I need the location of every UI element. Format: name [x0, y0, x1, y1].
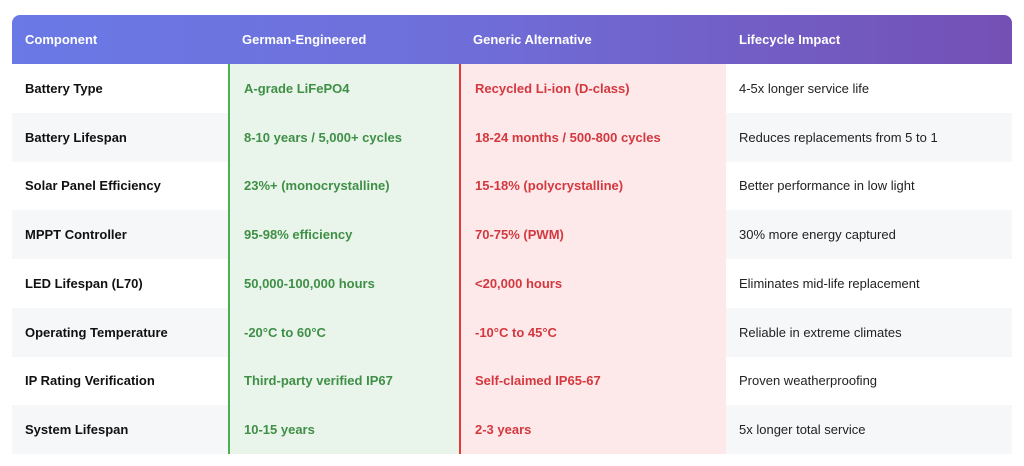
- cell-generic-alternative: -10°C to 45°C: [459, 307, 726, 357]
- cell-lifecycle-impact: 4-5x longer service life: [726, 64, 1012, 113]
- cell-german-engineered: 23%+ (monocrystalline): [228, 161, 460, 211]
- table-header: Component German-Engineered Generic Alte…: [12, 15, 1012, 64]
- cell-component: Battery Type: [12, 64, 229, 113]
- cell-component: System Lifespan: [12, 405, 229, 454]
- cell-german-engineered: 50,000-100,000 hours: [228, 259, 460, 308]
- cell-generic-alternative: 18-24 months / 500-800 cycles: [459, 112, 726, 162]
- table-body: Battery Type A-grade LiFePO4 Recycled Li-i…: [12, 64, 1012, 454]
- cell-component: Solar Panel Efficiency: [12, 161, 229, 211]
- cell-german-engineered: Third-party verified IP67: [228, 356, 460, 406]
- table-row: Battery Type A-grade LiFePO4 Recycled Li-i…: [12, 64, 1012, 113]
- cell-generic-alternative: 15-18% (polycrystalline): [459, 161, 726, 211]
- table-row: IP Rating Verification Third-party verifi…: [12, 356, 1012, 406]
- cell-generic-alternative: Recycled Li-ion (D-class): [459, 64, 726, 113]
- cell-generic-alternative: Self-claimed IP65-67: [459, 356, 726, 406]
- comparison-table: Component German-Engineered Generic Alte…: [12, 15, 1012, 454]
- header-component: Component: [25, 32, 98, 47]
- cell-component: LED Lifespan (L70): [12, 259, 229, 308]
- cell-generic-alternative: <20,000 hours: [459, 259, 726, 308]
- cell-german-engineered: -20°C to 60°C: [228, 307, 460, 357]
- cell-german-engineered: 95-98% efficiency: [228, 210, 460, 259]
- header-german-engineered: German-Engineered: [242, 32, 367, 47]
- cell-german-engineered: 10-15 years: [228, 405, 460, 454]
- table-row: Solar Panel Efficiency 23%+ (monocrystall…: [12, 161, 1012, 211]
- table-row: MPPT Controller 95-98% efficiency 70-75% (…: [12, 210, 1012, 259]
- cell-german-engineered: 8-10 years / 5,000+ cycles: [228, 112, 460, 162]
- table-row: System Lifespan 10-15 years 2-3 years 5x lo…: [12, 405, 1012, 454]
- cell-lifecycle-impact: Eliminates mid-life replacement: [726, 259, 1012, 308]
- table-row: Battery Lifespan 8-10 years / 5,000+ cycl…: [12, 112, 1012, 162]
- table-row: Operating Temperature -20°C to 60°C -10°C …: [12, 307, 1012, 357]
- cell-component: MPPT Controller: [12, 210, 229, 259]
- header-row: Component German-Engineered Generic Alte…: [12, 15, 1012, 64]
- cell-lifecycle-impact: 5x longer total service: [726, 405, 1012, 454]
- header-lifecycle-impact: Lifecycle Impact: [739, 32, 841, 47]
- header-generic-alternative: Generic Alternative: [473, 32, 592, 47]
- cell-german-engineered: A-grade LiFePO4: [228, 64, 460, 113]
- table-row: LED Lifespan (L70) 50,000-100,000 hours <2…: [12, 259, 1012, 308]
- comparison-table-container: Component German-Engineered Generic Alte…: [12, 15, 1012, 454]
- cell-lifecycle-impact: 30% more energy captured: [726, 210, 1012, 259]
- cell-component: IP Rating Verification: [12, 356, 229, 406]
- cell-component: Battery Lifespan: [12, 112, 229, 162]
- cell-lifecycle-impact: Reduces replacements from 5 to 1: [726, 112, 1012, 162]
- cell-lifecycle-impact: Better performance in low light: [726, 161, 1012, 211]
- cell-lifecycle-impact: Proven weatherproofing: [726, 356, 1012, 406]
- cell-lifecycle-impact: Reliable in extreme climates: [726, 307, 1012, 357]
- cell-component: Operating Temperature: [12, 307, 229, 357]
- cell-generic-alternative: 2-3 years: [459, 405, 726, 454]
- cell-generic-alternative: 70-75% (PWM): [459, 210, 726, 259]
